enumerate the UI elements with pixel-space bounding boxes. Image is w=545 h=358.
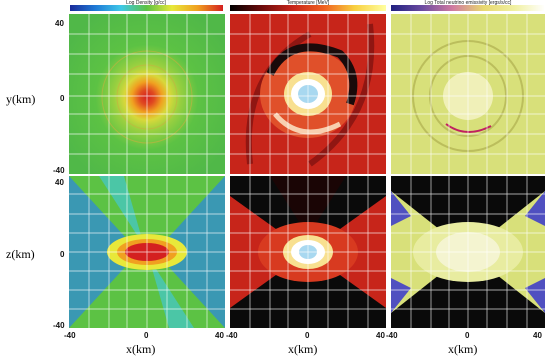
y-tick-top-neg40: -40 — [53, 166, 65, 175]
x-tick-p1-0: 0 — [144, 331, 148, 340]
x-tick-p1-neg40: -40 — [64, 331, 76, 340]
emissivity-colorbar-title: Log Total neutrino emissivity [ergs/s/cc… — [425, 0, 512, 6]
x-tick-p3-0: 0 — [465, 331, 469, 340]
emissivity-xz-panel — [391, 176, 545, 328]
x-tick-p3-40: 40 — [533, 331, 542, 340]
y-tick-top-0: 0 — [60, 94, 64, 103]
x-tick-p1-40: 40 — [215, 331, 224, 340]
y-tick-top-40: 40 — [55, 19, 64, 28]
z-tick-40: 40 — [55, 178, 64, 187]
density-xz-panel — [69, 176, 225, 328]
z-axis-label: z(km) — [6, 247, 35, 262]
x-tick-p2-40: 40 — [376, 331, 385, 340]
temperature-xz-panel — [230, 176, 386, 328]
x-axis-label-emissivity: x(km) — [448, 342, 477, 357]
density-xy-panel — [69, 14, 225, 174]
z-tick-neg40: -40 — [53, 321, 65, 330]
z-tick-0: 0 — [60, 250, 64, 259]
x-tick-p2-0: 0 — [305, 331, 309, 340]
emissivity-xy-panel — [391, 14, 545, 174]
y-axis-label: y(km) — [6, 92, 35, 107]
temperature-xy-panel — [230, 14, 386, 174]
temperature-colorbar-title: Temperature [MeV] — [287, 0, 330, 6]
x-axis-label-density: x(km) — [126, 342, 155, 357]
density-colorbar-title: Log Density [g/cc] — [126, 0, 166, 6]
x-tick-p2-neg40: -40 — [226, 331, 238, 340]
x-tick-p3-neg40: -40 — [386, 331, 398, 340]
x-axis-label-temperature: x(km) — [288, 342, 317, 357]
